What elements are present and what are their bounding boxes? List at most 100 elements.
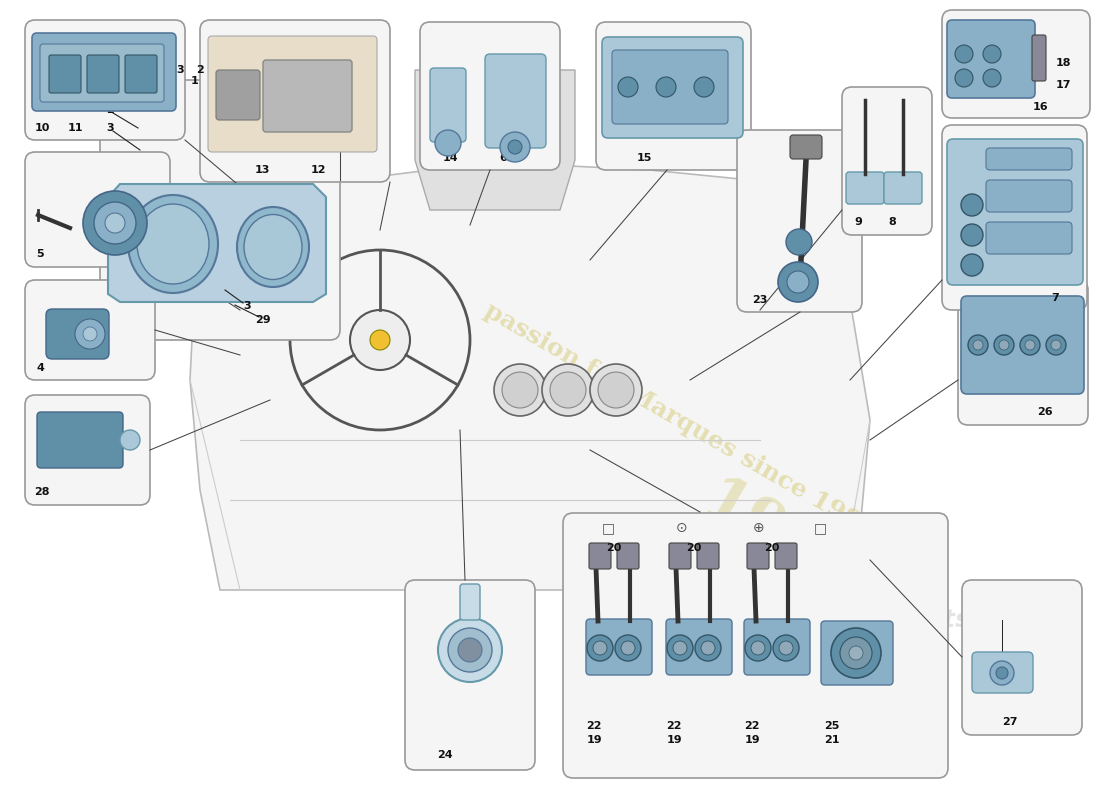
Circle shape (983, 69, 1001, 87)
FancyBboxPatch shape (612, 50, 728, 124)
Text: 29: 29 (232, 110, 248, 120)
Circle shape (542, 364, 594, 416)
FancyBboxPatch shape (50, 55, 81, 93)
FancyBboxPatch shape (697, 543, 719, 569)
Circle shape (593, 641, 607, 655)
Text: 11: 11 (67, 123, 82, 133)
Circle shape (778, 262, 818, 302)
Text: ⊙: ⊙ (676, 521, 688, 535)
FancyBboxPatch shape (669, 543, 691, 569)
Circle shape (849, 646, 864, 660)
FancyBboxPatch shape (586, 619, 652, 675)
FancyBboxPatch shape (125, 55, 157, 93)
FancyBboxPatch shape (747, 543, 769, 569)
Circle shape (438, 618, 502, 682)
Circle shape (994, 335, 1014, 355)
Text: 3: 3 (243, 301, 251, 311)
Circle shape (968, 335, 988, 355)
Circle shape (104, 213, 125, 233)
Circle shape (598, 372, 634, 408)
Text: 6: 6 (499, 153, 507, 163)
Circle shape (999, 340, 1009, 350)
FancyBboxPatch shape (986, 180, 1072, 212)
Polygon shape (190, 165, 870, 590)
Text: ⊕: ⊕ (754, 521, 764, 535)
Polygon shape (415, 70, 575, 210)
Circle shape (961, 194, 983, 216)
Circle shape (615, 635, 641, 661)
FancyBboxPatch shape (40, 44, 164, 102)
FancyBboxPatch shape (485, 54, 546, 148)
FancyBboxPatch shape (25, 280, 155, 380)
Circle shape (434, 130, 461, 156)
Text: 7: 7 (1052, 293, 1059, 303)
Circle shape (618, 77, 638, 97)
Text: 22: 22 (586, 721, 602, 731)
Circle shape (701, 641, 715, 655)
FancyBboxPatch shape (972, 652, 1033, 693)
Text: 16: 16 (1032, 102, 1048, 112)
FancyBboxPatch shape (25, 152, 171, 267)
Text: 28: 28 (34, 487, 50, 497)
FancyBboxPatch shape (32, 33, 176, 111)
Circle shape (75, 319, 104, 349)
Ellipse shape (128, 195, 218, 293)
FancyBboxPatch shape (460, 584, 480, 620)
FancyBboxPatch shape (563, 513, 948, 778)
FancyBboxPatch shape (666, 619, 732, 675)
Text: 14: 14 (442, 153, 458, 163)
FancyBboxPatch shape (942, 125, 1087, 310)
Text: 3: 3 (252, 97, 260, 107)
Text: 29: 29 (255, 315, 271, 325)
FancyBboxPatch shape (430, 68, 466, 142)
FancyBboxPatch shape (947, 139, 1084, 285)
Text: 21: 21 (824, 735, 839, 745)
FancyBboxPatch shape (884, 172, 922, 204)
Circle shape (494, 364, 546, 416)
Text: 4: 4 (36, 363, 44, 373)
Circle shape (786, 271, 808, 293)
Text: 22: 22 (745, 721, 760, 731)
Circle shape (502, 372, 538, 408)
FancyBboxPatch shape (790, 135, 822, 159)
FancyBboxPatch shape (961, 296, 1084, 394)
Circle shape (955, 69, 974, 87)
Text: 8: 8 (888, 217, 895, 227)
Circle shape (94, 202, 136, 244)
Circle shape (500, 132, 530, 162)
Text: □: □ (602, 521, 615, 535)
FancyBboxPatch shape (1032, 35, 1046, 81)
Circle shape (961, 224, 983, 246)
Circle shape (673, 641, 688, 655)
Text: 24: 24 (437, 750, 453, 760)
FancyBboxPatch shape (602, 37, 742, 138)
Circle shape (983, 45, 1001, 63)
FancyBboxPatch shape (744, 619, 810, 675)
Polygon shape (108, 184, 326, 302)
Text: □: □ (813, 521, 826, 535)
Circle shape (1020, 335, 1040, 355)
Circle shape (840, 637, 872, 669)
Text: 20: 20 (764, 543, 780, 553)
Circle shape (656, 77, 676, 97)
Circle shape (694, 77, 714, 97)
FancyBboxPatch shape (263, 60, 352, 132)
Text: 13: 13 (254, 165, 270, 175)
FancyBboxPatch shape (25, 395, 150, 505)
Text: 3: 3 (107, 123, 113, 133)
Text: 1: 1 (191, 76, 199, 86)
FancyBboxPatch shape (87, 55, 119, 93)
Circle shape (120, 430, 140, 450)
Circle shape (667, 635, 693, 661)
Text: 23: 23 (752, 295, 768, 305)
Circle shape (996, 667, 1008, 679)
Circle shape (621, 641, 635, 655)
FancyBboxPatch shape (596, 22, 751, 170)
FancyBboxPatch shape (986, 148, 1072, 170)
Text: 3: 3 (176, 65, 184, 75)
Text: 9: 9 (854, 217, 862, 227)
Circle shape (587, 635, 613, 661)
Text: elferparts: elferparts (830, 608, 970, 632)
Circle shape (370, 330, 390, 350)
Ellipse shape (138, 204, 209, 284)
